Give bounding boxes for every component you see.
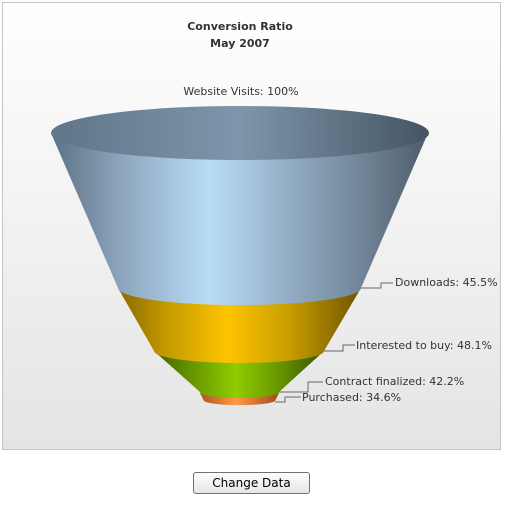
funnel-top-opening: [51, 106, 429, 160]
connector-interested-to-buy: [324, 344, 355, 352]
connector-contract-finalized: [279, 381, 323, 393]
label-purchased: Purchased: 34.6%: [302, 391, 401, 404]
connector-purchased: [275, 396, 301, 403]
funnel-segment-downloads: [51, 133, 428, 306]
connector-downloads: [361, 282, 393, 289]
chart-frame: Conversion Ratio May 2007 Website Visits…: [2, 2, 501, 450]
chart-title: Conversion Ratio: [187, 20, 293, 33]
label-website-visits: Website Visits: 100%: [183, 85, 298, 98]
change-data-button[interactable]: Change Data: [193, 472, 310, 494]
label-contract-finalized: Contract finalized: 42.2%: [325, 375, 464, 388]
funnel-segment-contract-finalized: [154, 351, 324, 399]
chart-subtitle: May 2007: [210, 37, 270, 50]
label-downloads: Downloads: 45.5%: [395, 276, 498, 289]
funnel-chart: Conversion Ratio May 2007 Website Visits…: [3, 3, 500, 449]
funnel-segment-interested-to-buy: [118, 288, 361, 363]
label-interested-to-buy: Interested to buy: 48.1%: [356, 339, 492, 352]
